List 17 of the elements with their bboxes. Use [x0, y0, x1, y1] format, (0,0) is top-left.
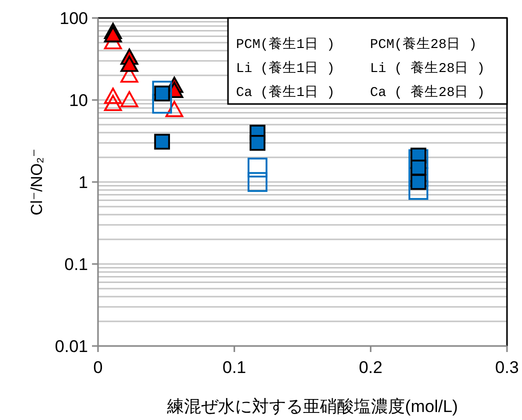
annotation: Ca (養生1日 ): [236, 84, 335, 101]
annotation: Li (養生1日 ): [236, 60, 335, 77]
y-tick-label: 0.1: [64, 255, 88, 274]
x-tick-label: 0: [93, 358, 103, 377]
x-tick-label: 0.2: [358, 358, 382, 377]
y-tick-label: 100: [60, 9, 88, 28]
x-axis-title: 練混ぜ水に対する亜硝酸塩濃度(mol/L): [166, 397, 458, 416]
y-axis-title: Cl⁻/NO₂⁻: [29, 148, 46, 216]
annotation: PCM(養生1日 ): [236, 36, 335, 53]
x-tick-label: 0.3: [495, 358, 519, 377]
y-tick-label: 1: [78, 173, 88, 192]
annotation: Li ( 養生28日 ): [370, 60, 485, 77]
y-tick-label: 0.01: [54, 337, 88, 356]
x-tick-label: 0.1: [222, 358, 246, 377]
annotation: PCM(養生28日 ): [370, 36, 477, 53]
annotation: Ca ( 養生28日 ): [370, 84, 485, 101]
y-tick-label: 10: [69, 91, 88, 110]
